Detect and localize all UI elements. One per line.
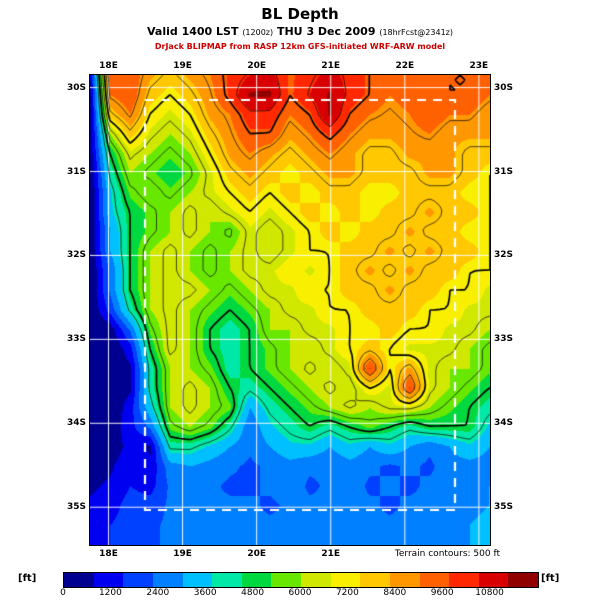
colorbar-tick-label: 6000 [288, 588, 312, 598]
colorbar-tick-label: 9600 [430, 588, 454, 598]
colorbar-tick-label: 1200 [98, 588, 122, 598]
lat-tick-left: 35S [66, 502, 86, 513]
lon-tick-bottom: 20E [247, 549, 266, 559]
colorbar-segment [360, 573, 390, 587]
colorbar [63, 572, 539, 588]
lon-tick-bottom: 19E [173, 549, 192, 559]
colorbar-segment [212, 573, 242, 587]
bl-depth-map-canvas [90, 75, 490, 545]
colorbar-segment [152, 573, 183, 587]
lat-tick-right: 32S [494, 250, 514, 261]
colorbar-segment [64, 573, 94, 587]
lon-tick-top: 20E [247, 61, 266, 71]
lon-tick-bottom: 18E [99, 549, 118, 559]
valid-date: THU 3 Dec 2009 [276, 25, 376, 38]
colorbar-segment [241, 573, 272, 587]
lon-tick-top: 18E [99, 61, 118, 71]
page-title: BL Depth [261, 5, 339, 23]
colorbar-segment [330, 573, 361, 587]
lat-tick-left: 30S [66, 82, 86, 93]
colorbar-tick-label: 3600 [193, 588, 217, 598]
colorbar-tick-label: 2400 [146, 588, 170, 598]
model-credit: DrJack BLIPMAP from RASP 12km GFS-initia… [154, 42, 446, 51]
map-frame [89, 74, 491, 546]
lat-tick-left: 34S [66, 418, 86, 429]
lon-tick-top: 19E [173, 61, 192, 71]
lat-tick-right: 31S [494, 166, 514, 177]
valid-time-line: Valid 1400 LST (1200z) THU 3 Dec 2009 (1… [0, 25, 600, 38]
colorbar-segment [271, 573, 301, 587]
colorbar-segment [389, 573, 420, 587]
lon-tick-top: 21E [321, 61, 341, 71]
colorbar-tick-label: 7200 [335, 588, 359, 598]
lon-tick-top: 23E [469, 61, 489, 71]
terrain-contours-note: Terrain contours: 500 ft [394, 549, 500, 559]
colorbar-segment [419, 573, 450, 587]
lon-tick-top: 22E [395, 61, 415, 71]
lat-tick-left: 33S [66, 334, 86, 345]
colorbar-segment [508, 573, 538, 587]
colorbar-tick-label: 0 [60, 588, 66, 598]
colorbar-segment [301, 573, 331, 587]
forecast-issue-info: (18hrFcst@2341z) [379, 28, 453, 37]
colorbar-tick-label: 4800 [241, 588, 265, 598]
colorbar-tick-label: 8400 [383, 588, 407, 598]
lon-tick-bottom: 21E [321, 549, 341, 559]
colorbar-segment [182, 573, 213, 587]
colorbar-unit-right: [ft] [541, 573, 560, 584]
lat-tick-left: 31S [66, 166, 86, 177]
colorbar-tick-label: 10800 [475, 588, 504, 598]
colorbar-segment [93, 573, 124, 587]
colorbar-unit-left: [ft] [18, 573, 37, 584]
lat-tick-right: 30S [494, 82, 514, 93]
lat-tick-right: 33S [494, 334, 514, 345]
lat-tick-left: 32S [66, 250, 86, 261]
colorbar-segment [123, 573, 153, 587]
colorbar-segment [449, 573, 479, 587]
lat-tick-right: 35S [494, 502, 514, 513]
colorbar-segment [478, 573, 509, 587]
lat-tick-right: 34S [494, 418, 514, 429]
valid-time-utc: (1200z) [242, 28, 274, 37]
valid-time-main: Valid 1400 LST [147, 25, 239, 38]
